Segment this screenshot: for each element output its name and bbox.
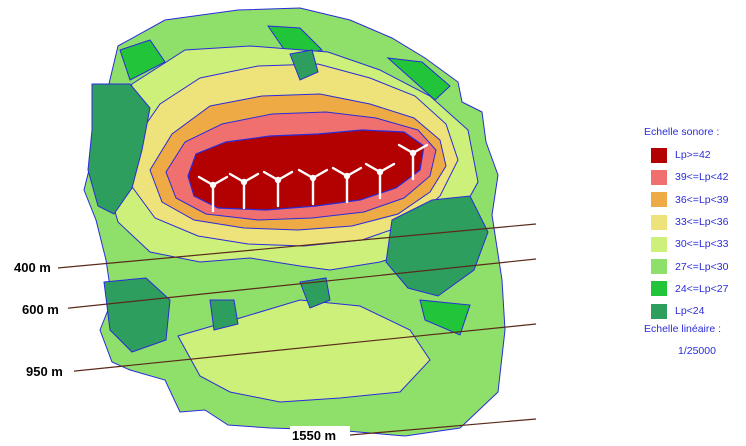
distance-label-1550: 1550 m (292, 428, 336, 443)
legend-items: Lp>=42 39<=Lp<42 36<=Lp<39 33<=Lp<36 30<=Lp<… (644, 144, 746, 322)
legend-label: 33<=Lp<36 (675, 216, 729, 229)
legend-item: Lp<24 (644, 300, 746, 322)
legend-title: Echelle sonore : (644, 126, 720, 138)
legend-label: 36<=Lp<39 (675, 193, 729, 206)
turbine-icon (331, 166, 363, 204)
legend-item: 39<=Lp<42 (644, 166, 746, 188)
zone-lt24-north (289, 49, 319, 81)
zone-lt24-south-west (103, 277, 171, 353)
distance-label-400: 400 m (14, 260, 51, 275)
legend-swatch (651, 192, 667, 208)
legend-swatch (651, 236, 667, 252)
legend-swatch (651, 147, 667, 163)
legend: Echelle sonore : Lp>=42 39<=Lp<42 36<=Lp<3… (644, 126, 746, 357)
legend-item: Lp>=42 (644, 144, 746, 166)
turbine-icon (262, 170, 294, 208)
scale-title: Echelle linéaire : (644, 323, 722, 336)
legend-item: 27<=Lp<30 (644, 255, 746, 277)
zone-lt24-west (87, 83, 151, 215)
zone-24-27 (119, 25, 471, 336)
distance-label-950: 950 m (26, 364, 63, 379)
zone-30-33-south (177, 299, 431, 403)
legend-label: 24<=Lp<27 (675, 282, 729, 295)
legend-swatch (651, 281, 667, 297)
distance-line-950 (25, 323, 537, 377)
turbine-icon (228, 172, 260, 210)
turbine-icon (364, 162, 396, 200)
zone-lt24-east (385, 195, 489, 297)
legend-label: Lp>=42 (675, 149, 711, 162)
zone-42-plus (187, 129, 425, 211)
distance-labels: 400 m 600 m 950 m 1550 m (12, 258, 350, 443)
legend-item: 33<=Lp<36 (644, 211, 746, 233)
distance-line-600 (21, 258, 537, 314)
legend-item: 24<=Lp<27 (644, 278, 746, 300)
turbine-icon (397, 143, 429, 181)
turbine-icon (197, 175, 229, 213)
legend-label: 27<=Lp<30 (675, 260, 729, 273)
legend-item: 30<=Lp<33 (644, 233, 746, 255)
zone-lt24-center (209, 277, 331, 331)
turbine-icon (297, 168, 329, 206)
legend-label: Lp<24 (675, 305, 705, 318)
wind-turbines (197, 143, 429, 213)
legend-swatch (651, 303, 667, 319)
legend-item: 36<=Lp<39 (644, 189, 746, 211)
scale-value: 1/25000 (678, 345, 716, 358)
distance-line-400 (13, 223, 537, 273)
legend-label: 30<=Lp<33 (675, 238, 729, 251)
legend-label: 39<=Lp<42 (675, 171, 729, 184)
legend-swatch (651, 169, 667, 185)
legend-swatch (651, 259, 667, 275)
legend-swatch (651, 214, 667, 230)
distance-label-600: 600 m (22, 302, 59, 317)
